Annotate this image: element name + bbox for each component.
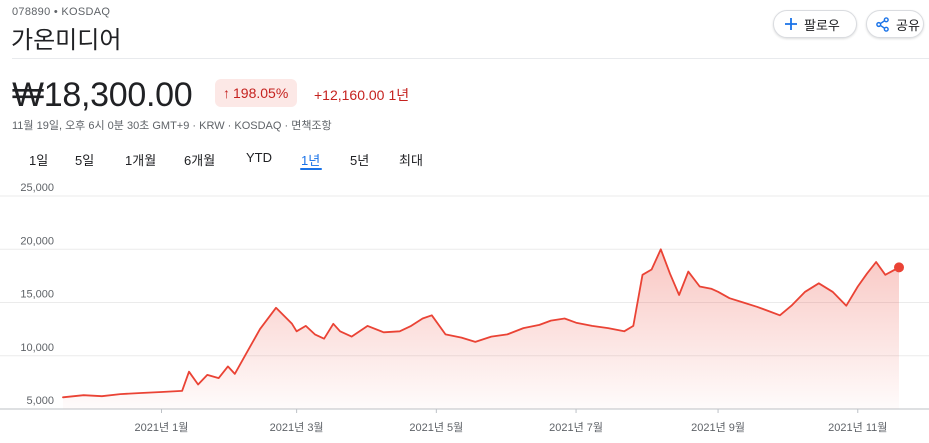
y-tick-label: 20,000 (20, 235, 54, 247)
x-tick-label: 2021년 9월 (691, 421, 745, 434)
x-tick-label: 2021년 1월 (135, 421, 189, 434)
arrow-up-icon: ↑ (223, 85, 230, 101)
change-absolute: +12,160.00 1년 (314, 85, 409, 105)
ticker-symbol: 078890 • KOSDAQ (12, 6, 111, 18)
y-tick-label: 5,000 (26, 395, 54, 407)
tab-1y[interactable]: 1년 (301, 153, 321, 168)
x-tick-label: 2021년 5월 (409, 421, 463, 434)
follow-button[interactable]: 팔로우 (773, 10, 857, 38)
change-period: 1년 (388, 87, 410, 103)
x-tick-label: 2021년 11월 (828, 421, 887, 434)
tab-1m[interactable]: 1개월 (125, 153, 157, 168)
x-tick-label: 2021년 7월 (549, 421, 603, 434)
tab-6m[interactable]: 6개월 (184, 153, 216, 168)
header-divider (12, 58, 929, 59)
current-price: ₩18,300.00 (12, 76, 193, 114)
share-button[interactable]: 공유 (866, 10, 924, 38)
price-line (62, 248, 900, 399)
change-value: +12,160.00 (314, 87, 385, 103)
follow-label: 팔로우 (804, 17, 840, 33)
tab-5y[interactable]: 5년 (350, 153, 370, 168)
tab-max[interactable]: 최대 (399, 153, 423, 168)
y-tick-label: 25,000 (20, 182, 54, 194)
tab-1d[interactable]: 1일 (29, 153, 49, 168)
active-tab-indicator (300, 168, 322, 170)
share-label: 공유 (896, 17, 920, 33)
tab-ytd[interactable]: YTD (246, 150, 272, 165)
y-tick-label: 10,000 (20, 342, 54, 354)
last-price-marker (894, 262, 904, 273)
y-tick-label: 15,000 (20, 289, 54, 301)
plus-icon (785, 18, 797, 30)
quote-meta: 11월 19일, 오후 6시 0분 30초 GMT+9 · KRW · KOSD… (12, 120, 332, 132)
share-icon (876, 16, 889, 32)
tab-5d[interactable]: 5일 (75, 153, 95, 168)
company-name: 가온미디어 (11, 27, 122, 54)
price-chart[interactable]: 5,000 10,000 15,000 20,000 25,000 2021년 1월 202… (0, 180, 929, 443)
change-percent-badge: ↑ 198.05% (215, 79, 298, 107)
price-area (63, 249, 899, 409)
change-percent: 198.05% (233, 85, 289, 101)
x-tick-label: 2021년 3월 (270, 421, 324, 434)
